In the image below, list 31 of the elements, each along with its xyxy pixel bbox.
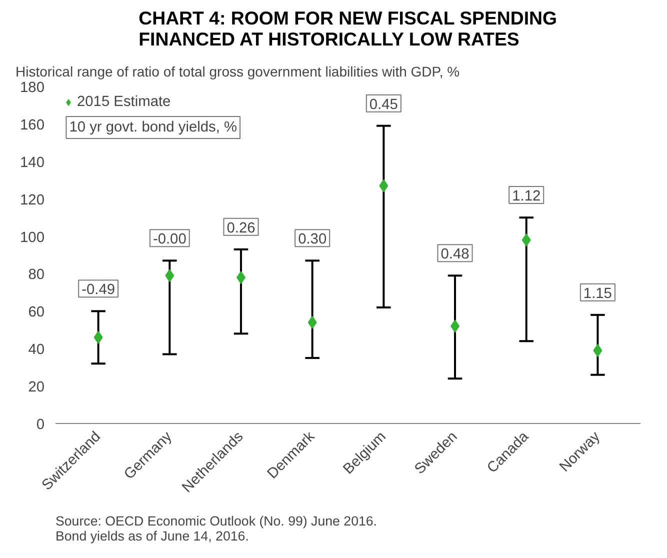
annotation: 0.48 bbox=[440, 246, 470, 263]
y-tick-label: 140 bbox=[20, 154, 45, 171]
y-tick-label: 40 bbox=[28, 342, 45, 358]
annotation: 1.12 bbox=[512, 188, 541, 205]
annotation: 10 yr govt. bond yields, % bbox=[69, 120, 238, 136]
y-tick-label: 80 bbox=[28, 267, 45, 284]
y-tick-label: 100 bbox=[20, 230, 45, 246]
annotation: 0.45 bbox=[369, 96, 398, 113]
chart-subtitle: Historical range of ratio of total gross government liabilities with GDP, % bbox=[16, 64, 460, 80]
source-note: Source: OECD Economic Outlook (No. 99) June 2016. Bond yields as of June 14, 2016. bbox=[56, 514, 378, 544]
point bbox=[593, 344, 602, 357]
y-tick-label: 0 bbox=[36, 417, 45, 433]
point bbox=[450, 320, 460, 333]
y-tick-label: 60 bbox=[28, 304, 45, 321]
point bbox=[165, 269, 174, 282]
y-tick-label: 120 bbox=[20, 192, 45, 208]
point bbox=[379, 179, 388, 192]
point bbox=[522, 234, 531, 247]
annotation: 1.15 bbox=[583, 286, 612, 302]
chart-title: CHART 4: ROOM FOR NEW FISCAL SPENDING FINANCED AT HISTORICALLY LOW RATES bbox=[138, 8, 558, 50]
annotation: 0.26 bbox=[226, 220, 256, 236]
point bbox=[308, 316, 317, 329]
annotation: -0.49 bbox=[82, 282, 116, 298]
point bbox=[236, 270, 246, 284]
legend-label: 2015 Estimate bbox=[77, 94, 171, 110]
annotation: 0.30 bbox=[298, 232, 327, 248]
y-tick-label: 20 bbox=[28, 380, 45, 396]
y-tick-label: 180 bbox=[20, 80, 45, 96]
point bbox=[94, 330, 103, 344]
annotation: -0.00 bbox=[152, 232, 186, 248]
y-tick-label: 160 bbox=[20, 117, 45, 134]
